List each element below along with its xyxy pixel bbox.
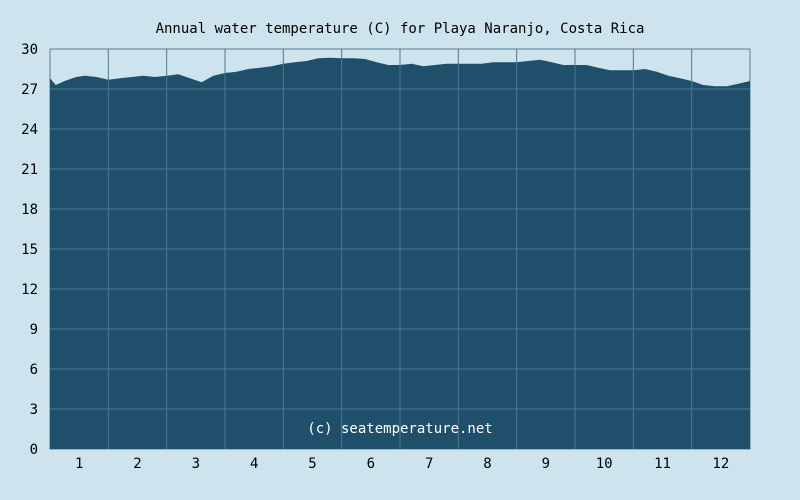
x-tick-label: 11 (654, 456, 671, 472)
x-tick-label: 10 (596, 456, 613, 472)
x-tick-label: 6 (367, 456, 375, 472)
y-tick-label: 9 (30, 322, 38, 338)
grid-layer (50, 49, 750, 449)
y-tick-label: 27 (21, 82, 38, 98)
x-tick-label: 2 (133, 456, 141, 472)
x-tick-label: 8 (483, 456, 491, 472)
x-tick-label: 3 (192, 456, 200, 472)
chart-title: Annual water temperature (C) for Playa N… (156, 21, 645, 37)
x-axis: 1 2 3 4 5 6 7 8 9 10 11 12 (75, 456, 729, 472)
x-tick-label: 12 (712, 456, 729, 472)
y-tick-label: 15 (21, 242, 38, 258)
y-axis: 0 3 6 9 12 15 18 21 24 27 30 (21, 42, 38, 458)
y-tick-label: 18 (21, 202, 38, 218)
y-tick-label: 21 (21, 162, 38, 178)
y-tick-label: 12 (21, 282, 38, 298)
y-tick-label: 0 (30, 442, 38, 458)
x-tick-label: 5 (308, 456, 316, 472)
y-tick-label: 30 (21, 42, 38, 58)
x-tick-label: 1 (75, 456, 83, 472)
y-tick-label: 3 (30, 402, 38, 418)
y-tick-label: 6 (30, 362, 38, 378)
x-tick-label: 9 (542, 456, 550, 472)
x-tick-label: 4 (250, 456, 258, 472)
x-tick-label: 7 (425, 456, 433, 472)
credit-text: (c) seatemperature.net (307, 421, 492, 437)
y-tick-label: 24 (21, 122, 38, 138)
